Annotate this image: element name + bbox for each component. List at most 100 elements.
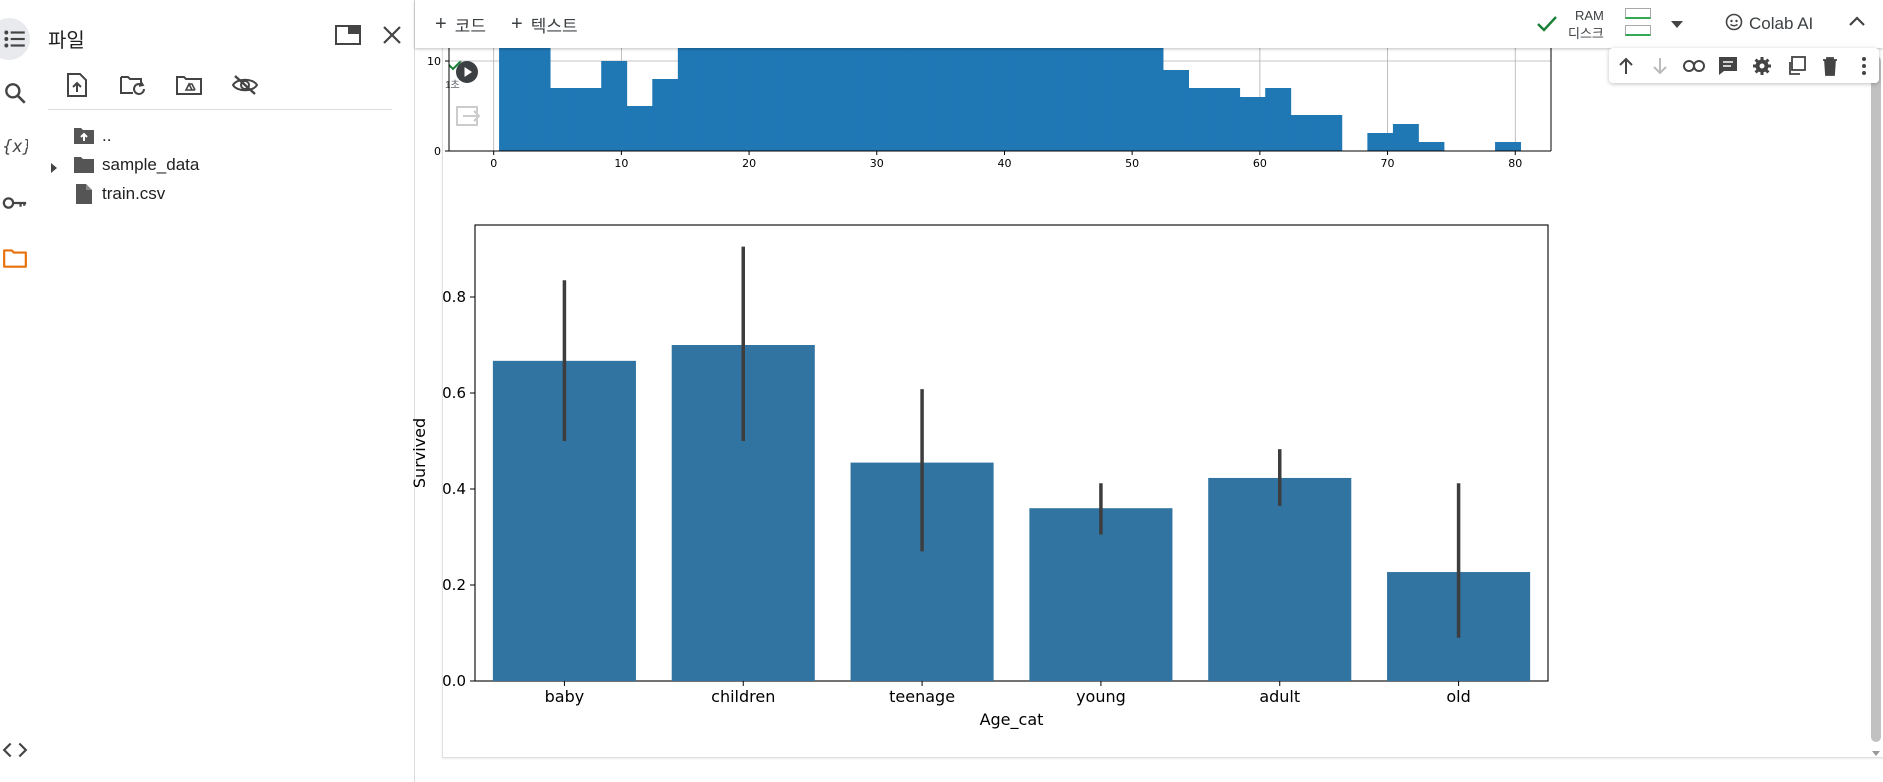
add-text-label: 텍스트 [530,16,578,36]
tree-item-label: train.csv [102,184,166,203]
run-cell-button[interactable] [455,60,485,90]
hist-xtick-label: 50 [1125,157,1139,170]
output-action-icon[interactable] [455,104,485,134]
hist-bar [805,48,832,151]
open-in-tab-icon[interactable] [333,20,363,50]
survival-barplot: baby children teenage young adult old 0.0 0.2 0.… [410,224,1549,730]
toc-icon[interactable] [0,24,30,54]
plus-icon: + [435,12,447,35]
survival-bar [1029,508,1173,681]
hist-xtick-label: 10 [614,157,628,170]
ram-meter [1625,8,1651,19]
panel-divider [48,109,392,110]
file-icon [72,182,96,206]
hist-bar [1239,97,1266,151]
barplot-ytick-label: 0.4 [442,480,466,498]
hist-bar [754,48,781,151]
delete-icon[interactable] [1819,55,1841,77]
barplot-ytick-label: 0.6 [442,384,466,402]
hist-ytick-label: 0 [434,145,441,158]
hist-bar [1035,48,1062,151]
hist-xtick-label: 30 [870,157,884,170]
add-code-button[interactable]: + 코드 [435,10,486,38]
hist-bar [524,48,551,151]
exec-check-icon [448,58,462,76]
expand-arrow-icon[interactable] [48,159,60,173]
hist-bar [856,48,883,151]
connected-check-icon[interactable] [1535,12,1559,41]
tree-item-sample-data[interactable]: sample_data [48,153,348,177]
disk-label: 디스크 [1568,26,1604,41]
hide-icon[interactable] [230,70,260,100]
hist-bar [907,48,934,151]
plus-icon: + [511,12,523,35]
folder-icon [72,153,96,177]
code-icon[interactable] [0,735,30,765]
cell-gutter: 1초 [443,48,483,757]
hist-bar [703,48,730,151]
activity-rail: {x} [0,0,48,782]
ram-label: RAM [1575,8,1604,23]
hist-xtick-label: 0 [490,157,497,170]
hist-bar [1265,88,1292,151]
barplot-frame [474,224,1549,682]
mirror-cell-icon[interactable] [1785,55,1807,77]
barplot-ytick-label: 0.0 [442,672,466,690]
runtime-dropdown-icon[interactable] [1669,17,1685,35]
more-options-icon[interactable] [1853,55,1875,77]
scrollbar[interactable] [1866,48,1883,757]
hist-bar [677,48,704,151]
scroll-thumb[interactable] [1871,56,1881,742]
hist-xtick-label: 20 [742,157,756,170]
move-down-icon[interactable] [1649,55,1671,77]
secrets-key-icon[interactable] [0,188,30,218]
variables-icon[interactable]: {x} [0,132,30,162]
barplot-xtick-label: old [1446,687,1470,706]
hist-bar [1137,48,1164,151]
hist-bar [1009,48,1036,151]
refresh-folder-icon[interactable] [118,70,148,100]
hist-bar [882,48,909,151]
hist-bar [1316,115,1343,151]
hist-bar [499,48,525,151]
barplot-ylabel: Survived [410,418,429,488]
colab-ai-button[interactable]: Colab AI [1725,10,1813,38]
settings-icon[interactable] [1751,55,1773,77]
scroll-down-icon[interactable] [1871,745,1881,763]
hist-xtick-label: 40 [997,157,1011,170]
hist-bar [1367,133,1394,151]
notebook-toolbar: + 코드 + 텍스트 RAM 디스크 Colab AI [415,0,1883,48]
add-text-button[interactable]: + 텍스트 [511,10,578,38]
age-histogram: 0 10 20 30 40 50 60 70 80 0 10 [427,48,1552,170]
tree-item-parent[interactable]: .. [72,124,111,148]
comment-icon[interactable] [1717,55,1739,77]
files-panel: 파일 .. sample_data [48,0,415,782]
link-icon[interactable] [1683,55,1705,77]
hist-bar [1214,88,1241,151]
search-icon[interactable] [0,78,30,108]
hist-bar [1060,48,1087,151]
barplot-ytick-label: 0.2 [442,576,466,594]
panel-title: 파일 [48,30,85,52]
hist-bar [779,48,806,151]
hist-bar [601,61,628,151]
hist-bar [1163,70,1190,151]
hist-bar [933,48,960,151]
tree-item-label: sample_data [102,155,200,174]
resource-meters[interactable] [1625,8,1651,42]
folder-icon[interactable] [0,243,30,273]
close-icon[interactable] [377,20,407,50]
exec-time: 1초 [445,80,460,91]
hist-xtick-label: 70 [1381,157,1395,170]
hist-bar [626,106,653,151]
upload-icon[interactable] [62,70,92,100]
barplot-xtick-label: adult [1259,687,1300,706]
hist-ytick-label: 10 [427,55,441,68]
tree-item-train-csv[interactable]: train.csv [72,182,165,206]
collapse-header-icon[interactable] [1848,14,1866,33]
resource-labels[interactable]: RAM 디스크 [1568,7,1604,43]
move-up-icon[interactable] [1615,55,1637,77]
mount-drive-icon[interactable] [174,70,204,100]
folder-up-icon [72,124,96,148]
hist-bar [550,88,577,151]
